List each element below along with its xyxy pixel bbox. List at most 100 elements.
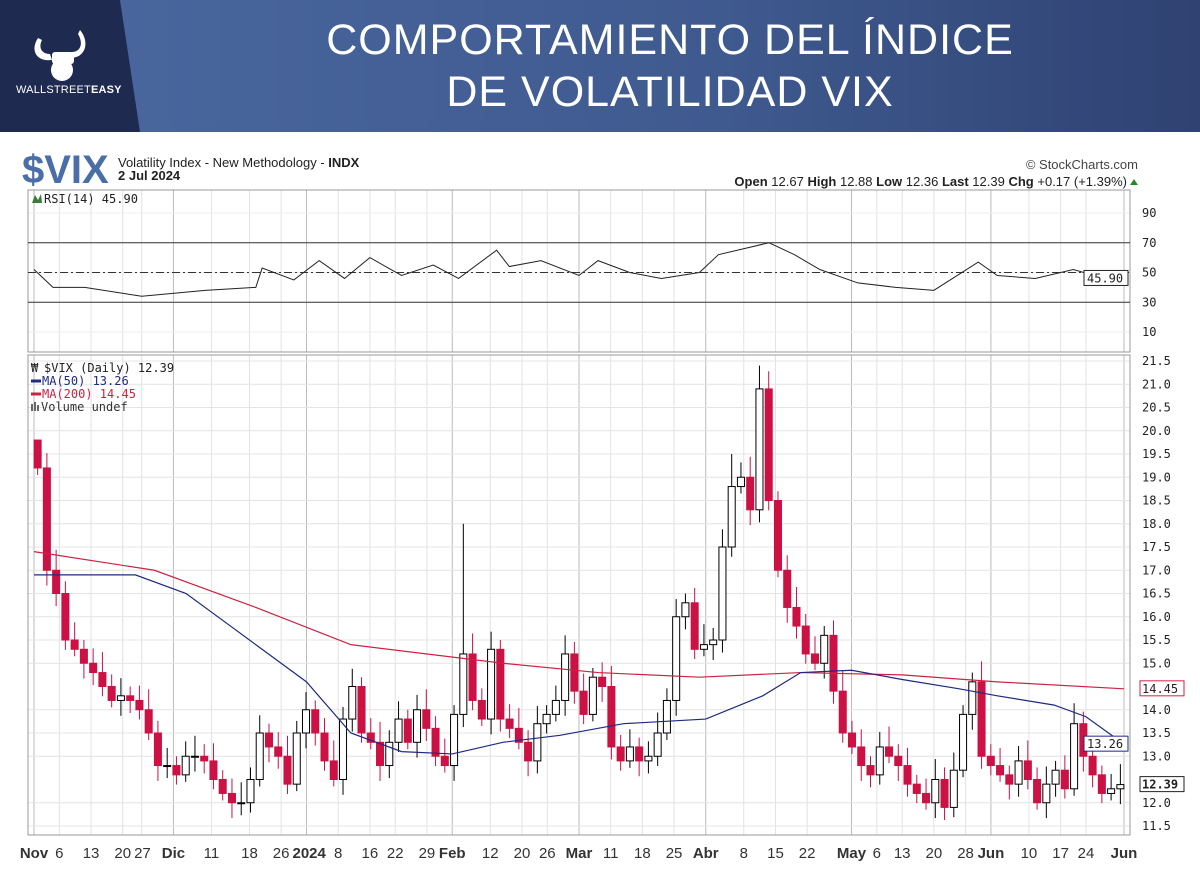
- candle-body: [1033, 779, 1042, 804]
- price-y-tick-label: 20.5: [1142, 401, 1171, 415]
- x-tick-label: 20: [926, 845, 943, 862]
- candle-body: [1051, 769, 1060, 785]
- candle-body: [829, 634, 838, 692]
- rsi-value-label: 45.90: [1087, 271, 1123, 285]
- volume-legend: Volume undef: [41, 400, 128, 414]
- candle: [144, 689, 153, 740]
- candle-body: [561, 653, 570, 701]
- candle-body: [598, 676, 607, 688]
- candle: [42, 453, 51, 586]
- candle-body: [783, 569, 792, 608]
- candle-body: [838, 690, 847, 734]
- price-y-tick-label: 19.0: [1142, 470, 1171, 484]
- x-tick-label: 16: [362, 845, 379, 862]
- candle-body: [468, 653, 477, 701]
- price-y-tick-label: 14.0: [1142, 703, 1171, 717]
- candle-body: [135, 699, 144, 711]
- candle: [126, 686, 135, 714]
- candle: [459, 523, 468, 727]
- x-tick-label: 17: [1052, 845, 1069, 862]
- x-tick-label: 13: [83, 845, 100, 862]
- candle: [764, 371, 773, 511]
- candle: [838, 670, 847, 743]
- candle-body: [755, 388, 764, 511]
- candle-body: [709, 639, 718, 646]
- candle: [348, 668, 357, 732]
- candle: [376, 721, 385, 781]
- candle-body: [61, 593, 70, 641]
- candle-body: [718, 546, 727, 641]
- candle-body: [163, 765, 172, 768]
- candle: [107, 674, 116, 708]
- header-banner: WALLSTREETEASY COMPORTAMIENTO DEL ÍNDICE…: [0, 0, 1200, 132]
- candle: [496, 640, 505, 732]
- ma200-value-label: 14.45: [1142, 682, 1178, 696]
- x-tick-label: 20: [114, 845, 131, 862]
- candle-body: [820, 634, 829, 664]
- candle-body: [301, 709, 311, 734]
- x-tick-label: 24: [1078, 845, 1095, 862]
- rsi-y-tick-label: 70: [1142, 236, 1156, 250]
- ma200-legend: MA(200) 14.45: [42, 387, 136, 401]
- x-tick-label: 27: [134, 845, 151, 862]
- candle-body: [440, 755, 449, 767]
- candle-body: [875, 746, 884, 776]
- candle-body: [98, 672, 107, 687]
- candle: [329, 740, 338, 787]
- candle: [709, 627, 718, 660]
- candle: [1051, 760, 1060, 797]
- x-tick-label: 29: [419, 845, 436, 862]
- candle-body: [227, 792, 236, 804]
- rsi-y-tick-label: 10: [1142, 325, 1156, 339]
- candle: [339, 706, 348, 795]
- candle-body: [366, 732, 375, 743]
- candle: [996, 747, 1005, 782]
- candle: [283, 735, 292, 794]
- candle-body: [385, 741, 394, 767]
- x-tick-label: 6: [873, 845, 881, 862]
- candle: [949, 752, 958, 818]
- candle: [440, 738, 449, 773]
- candle: [857, 729, 866, 781]
- candle: [172, 756, 181, 785]
- stock-chart: $VIX Volatility Index - New Methodology …: [20, 148, 1185, 862]
- candle: [450, 705, 459, 781]
- price-y-tick-label: 15.5: [1142, 633, 1171, 647]
- ma50-value-box: [1083, 735, 1129, 752]
- candle: [551, 685, 560, 722]
- candle: [1023, 740, 1032, 790]
- rsi-y-tick-label: 90: [1142, 206, 1156, 220]
- rsi-line: [33, 242, 1124, 297]
- candle: [301, 692, 311, 749]
- candle-body: [487, 648, 496, 720]
- candle: [635, 737, 644, 777]
- candle: [727, 454, 736, 557]
- x-tick-label: 20: [514, 845, 531, 862]
- candle-body: [459, 653, 468, 715]
- candle-body: [42, 467, 51, 571]
- candle-body: [292, 732, 301, 785]
- candle-body: [274, 746, 283, 757]
- rsi-panel: 90 70 50 30 10 45.90: [28, 206, 1156, 339]
- candle-body: [903, 765, 912, 785]
- candle: [163, 747, 172, 779]
- candle: [413, 694, 422, 758]
- candle: [61, 581, 70, 650]
- price-y-tick-label: 20.0: [1142, 424, 1171, 438]
- candlestick-icon: ₩: [31, 361, 39, 375]
- candle-body: [329, 760, 338, 781]
- candle: [570, 641, 579, 704]
- candle: [311, 700, 320, 746]
- candle-body: [681, 602, 690, 618]
- candle-body: [810, 653, 819, 664]
- candle: [598, 662, 607, 702]
- candle-body: [866, 765, 875, 776]
- candle-body: [792, 606, 801, 627]
- copyright: © StockCharts.com: [1026, 157, 1138, 172]
- candle: [773, 491, 782, 578]
- x-tick-label: Mar: [566, 845, 593, 862]
- candle-body: [922, 792, 931, 804]
- candle-body: [1042, 783, 1051, 804]
- price-y-tick-label: 18.0: [1142, 517, 1171, 531]
- candle-body: [968, 681, 977, 715]
